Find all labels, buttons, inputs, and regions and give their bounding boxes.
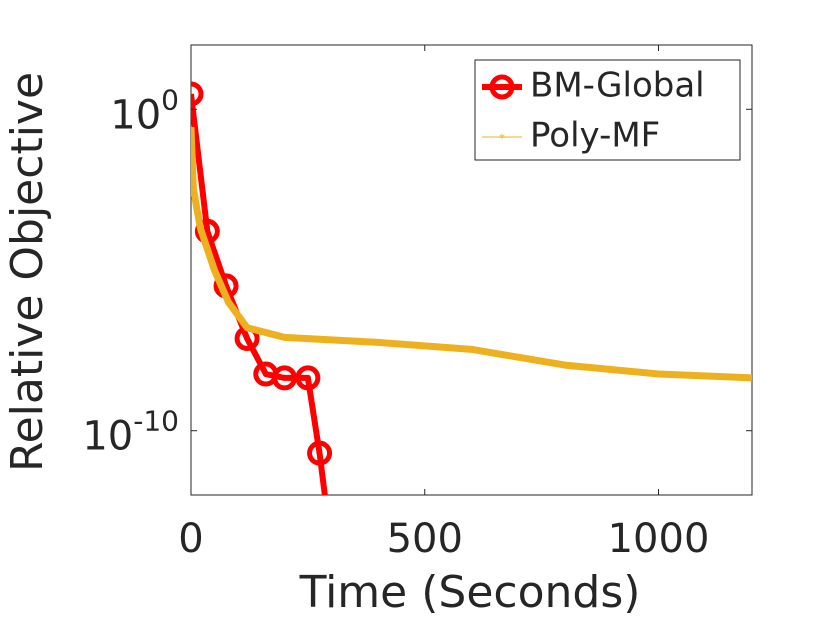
marker	[272, 365, 297, 391]
x-axis-label: Time (Seconds)	[299, 567, 641, 618]
plot-layer	[191, 81, 752, 537]
legend: BM-Global * Poly-MF	[474, 59, 741, 161]
x-tick-label: 1000	[608, 516, 710, 562]
x-tick-label: 500	[387, 516, 463, 562]
y-tick-label: 100	[110, 83, 179, 138]
x-tick-label: 0	[178, 516, 203, 562]
legend-box	[474, 59, 741, 161]
series-line	[191, 126, 752, 382]
legend-label: Poly-MF	[530, 116, 660, 156]
marker	[295, 365, 321, 391]
y-axis-label: Relative Objective	[2, 72, 53, 472]
legend-label: BM-Global	[530, 66, 705, 106]
marker	[191, 81, 204, 107]
series-line	[191, 93, 328, 495]
y-tick-label: 10-10	[82, 405, 179, 460]
marker	[307, 440, 333, 466]
legend-marker: *	[499, 132, 505, 146]
legend-marker	[489, 74, 515, 100]
marker	[319, 517, 339, 537]
